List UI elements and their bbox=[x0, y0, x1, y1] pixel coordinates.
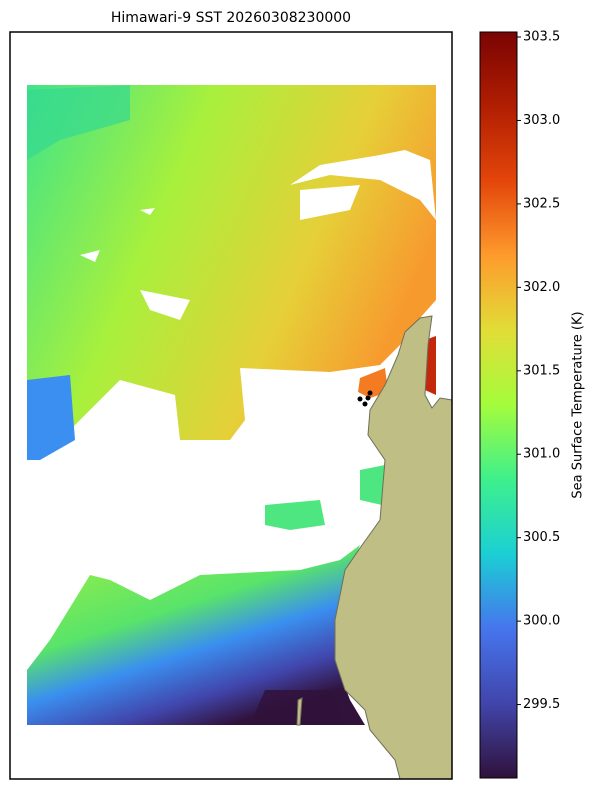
colorbar-tick-label: 302.0 bbox=[523, 280, 560, 295]
colorbar-label: Sea Surface Temperature (K) bbox=[571, 311, 586, 498]
sst-patch bbox=[27, 85, 130, 160]
sst-north bbox=[27, 85, 436, 460]
sst-south bbox=[27, 545, 365, 725]
colorbar-tick-label: 300.0 bbox=[523, 614, 560, 629]
colorbar-tick-label: 299.5 bbox=[523, 697, 560, 712]
sst-patch bbox=[358, 368, 388, 398]
colorbar-tick-label: 302.5 bbox=[523, 196, 560, 211]
colorbar bbox=[479, 31, 518, 779]
cloud bbox=[290, 150, 436, 220]
map bbox=[9, 31, 453, 780]
map-frame bbox=[9, 31, 453, 780]
land bbox=[334, 315, 453, 780]
colorbar-tick-label: 303.0 bbox=[523, 113, 560, 128]
marker bbox=[362, 401, 368, 407]
colorbar-tick-label: 301.0 bbox=[523, 447, 560, 462]
marker bbox=[357, 396, 363, 402]
colorbar-tick-label: 300.5 bbox=[523, 530, 560, 545]
colorbar-tick-label: 301.5 bbox=[523, 363, 560, 378]
colorbar-tick-label: 303.5 bbox=[523, 30, 560, 45]
map-title: Himawari-9 SST 20260308230000 bbox=[111, 10, 351, 26]
marker bbox=[367, 390, 373, 396]
sst-patch bbox=[360, 465, 385, 505]
sst-patch bbox=[265, 500, 325, 530]
marker bbox=[365, 395, 371, 401]
island bbox=[296, 697, 303, 726]
cloud bbox=[80, 185, 360, 320]
sst-patch bbox=[27, 375, 75, 460]
